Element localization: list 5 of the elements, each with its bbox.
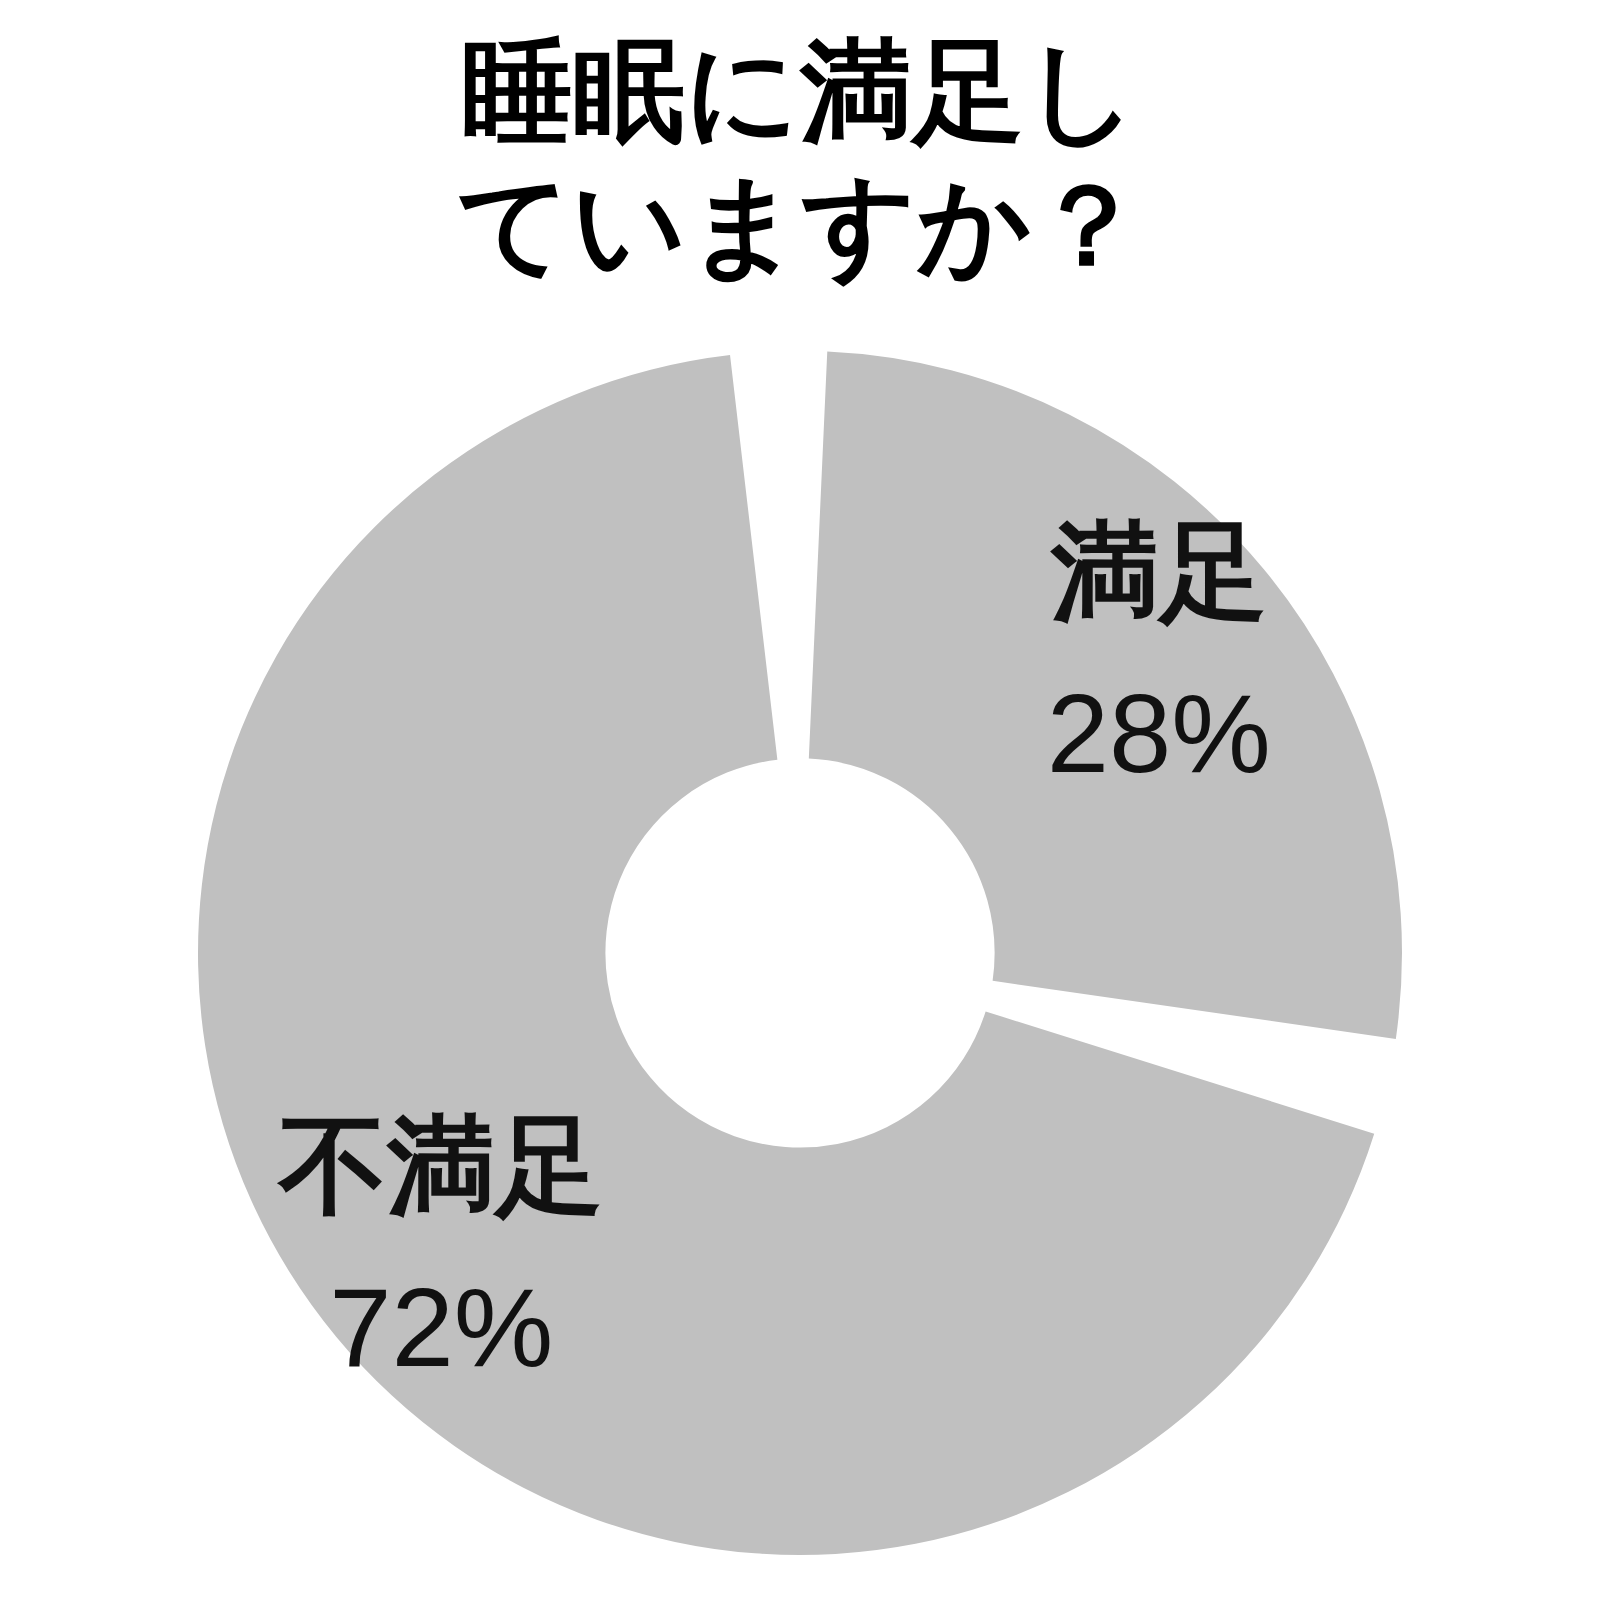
slice-label: 満足 [1049,509,1267,635]
data-label: 72% [329,1264,554,1390]
data-label: 28% [1046,671,1271,797]
chart-title: 睡眠に満足していますか？ [455,23,1145,292]
slice-label: 不満足 [276,1102,604,1228]
